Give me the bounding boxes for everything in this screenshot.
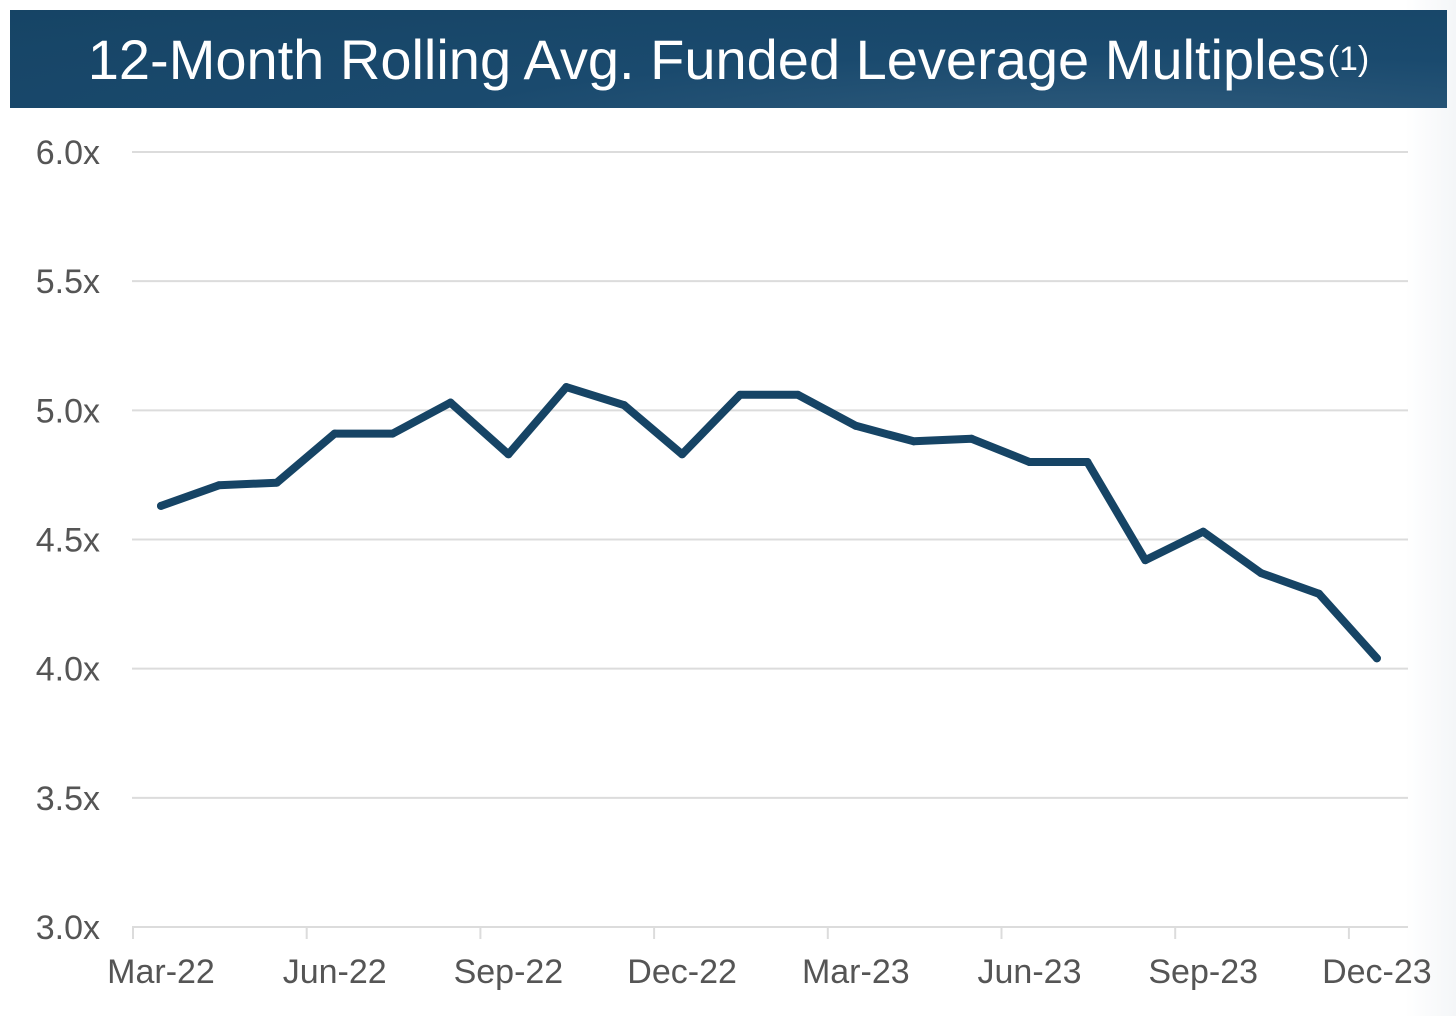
chart-title: 12-Month Rolling Avg. Funded Leverage Mu… xyxy=(87,27,1326,91)
x-axis-ticks: Mar-22 Jun-22 Sep-22 Dec-22 Mar-23 Jun-23 Sep-… xyxy=(107,927,1432,991)
x-tick-label: Sep-23 xyxy=(1148,953,1258,991)
data-point xyxy=(157,501,165,510)
data-point xyxy=(330,429,339,438)
x-tick-label: Mar-23 xyxy=(802,953,910,991)
data-point xyxy=(562,383,571,392)
y-tick-label: 4.0x xyxy=(36,651,100,689)
chart-title-footnote: (1) xyxy=(1327,39,1370,78)
data-point xyxy=(851,421,860,430)
title-bar: 12-Month Rolling Avg. Funded Leverage Mu… xyxy=(10,10,1447,108)
x-tick-label: Jun-23 xyxy=(978,953,1082,991)
data-point xyxy=(793,390,802,399)
y-tick-label: 6.0x xyxy=(36,134,100,172)
x-tick-label: Mar-22 xyxy=(107,953,215,991)
data-point xyxy=(504,450,513,459)
data-point xyxy=(678,450,687,459)
data-point xyxy=(909,437,918,446)
series-layer xyxy=(157,383,1381,663)
y-axis-ticks: 3.0x 3.5x 4.0x 4.5x 5.0x 5.5x 6.0x xyxy=(36,134,100,947)
x-tick-label: Dec-23 xyxy=(1322,953,1432,991)
y-tick-label: 3.5x xyxy=(36,780,100,818)
series-line xyxy=(157,383,1381,663)
data-point xyxy=(1257,569,1266,578)
x-tick-label: Dec-22 xyxy=(627,953,737,991)
data-point xyxy=(1025,458,1034,466)
x-tick-label: Jun-22 xyxy=(283,953,387,991)
x-tick-label: Sep-22 xyxy=(454,953,564,991)
data-point xyxy=(1083,458,1092,466)
y-tick-label: 5.5x xyxy=(36,263,100,301)
data-point xyxy=(214,481,223,490)
y-tick-label: 5.0x xyxy=(36,392,100,430)
data-point xyxy=(1315,589,1323,598)
data-point xyxy=(1141,556,1150,565)
data-point xyxy=(272,478,281,487)
data-point xyxy=(1372,654,1381,663)
data-point xyxy=(620,401,629,410)
y-tick-label: 3.0x xyxy=(36,909,100,947)
data-point xyxy=(1199,527,1208,536)
data-point xyxy=(736,390,744,399)
y-tick-label: 4.5x xyxy=(36,522,100,560)
data-point xyxy=(967,434,976,443)
data-point xyxy=(388,429,397,438)
data-point xyxy=(446,398,455,407)
